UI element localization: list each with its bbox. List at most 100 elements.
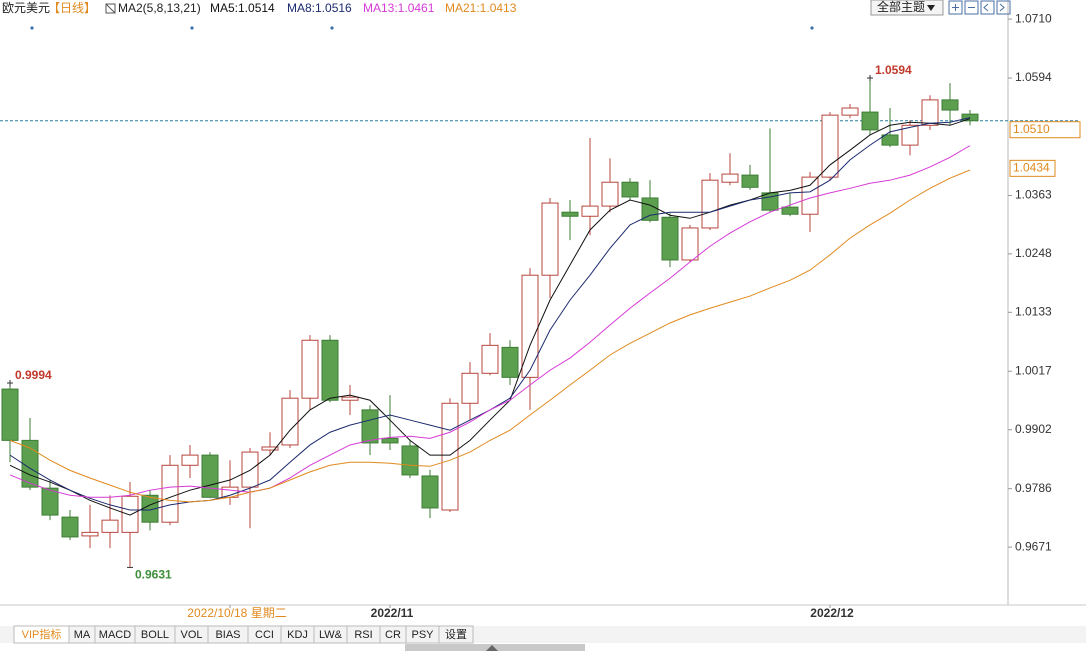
toolbar-tab[interactable]: KDJ xyxy=(280,625,315,644)
ma-line xyxy=(9,145,971,498)
candle-body xyxy=(441,402,459,511)
candle-body xyxy=(701,179,719,229)
icon-left[interactable] xyxy=(980,0,995,15)
event-dots xyxy=(30,26,814,30)
candle-body xyxy=(561,211,579,217)
candle-body xyxy=(641,197,659,221)
toolbar-tab[interactable]: VIP指标 xyxy=(13,625,70,644)
toolbar-tab[interactable]: MACD xyxy=(94,625,136,644)
toolbar-tab[interactable]: CCI xyxy=(247,625,282,644)
high-marker xyxy=(867,75,873,82)
candle xyxy=(281,390,299,448)
indicator-label: MA2(5,8,13,21) xyxy=(118,1,201,15)
candle-body xyxy=(361,409,379,444)
candle xyxy=(741,164,759,190)
tab-label: CCI xyxy=(255,629,274,641)
tab-label: 设置 xyxy=(445,628,467,641)
candle-body xyxy=(61,516,79,538)
candle xyxy=(201,452,219,499)
candle-body xyxy=(481,344,499,374)
event-dot xyxy=(810,26,814,30)
icon-zoom-out[interactable] xyxy=(964,0,979,15)
icon-zoom-in[interactable] xyxy=(948,0,963,15)
y-tick-label: 1.0710 xyxy=(1015,11,1052,25)
candle-body xyxy=(861,111,879,131)
candle xyxy=(421,469,439,519)
y-tick-label: 1.0363 xyxy=(1015,188,1052,202)
high-label: 0.9994 xyxy=(15,368,52,382)
candle xyxy=(941,83,959,126)
candle-body xyxy=(781,206,799,215)
candle xyxy=(621,178,639,200)
legend-entry: MA5:1.0514 xyxy=(210,1,275,15)
candle xyxy=(581,138,599,236)
y-tick-label: 1.0017 xyxy=(1015,363,1052,377)
candle xyxy=(881,108,899,148)
candle-body xyxy=(181,454,199,466)
candle-body xyxy=(261,446,279,451)
theme-button[interactable]: 全部主题 xyxy=(870,0,944,16)
candle xyxy=(301,335,319,410)
indicator-icon[interactable] xyxy=(105,3,116,14)
candle-body xyxy=(461,372,479,404)
candle xyxy=(561,200,579,241)
candle-body xyxy=(541,202,559,276)
toolbar-tab[interactable]: RSI xyxy=(346,625,381,644)
toolbar-tab[interactable]: 设置 xyxy=(438,625,474,644)
tab-label: MA xyxy=(74,629,91,641)
tab-box xyxy=(438,625,474,644)
candle-body xyxy=(841,107,859,116)
candle-body xyxy=(81,531,99,537)
scrollbar-thumb[interactable] xyxy=(405,644,585,651)
candle xyxy=(81,504,99,549)
candle-body xyxy=(401,445,419,476)
indicator-icon-mark xyxy=(105,3,116,14)
toolbar-tab[interactable]: CR xyxy=(379,625,407,644)
y-tick-label: 0.9671 xyxy=(1015,539,1052,553)
candle xyxy=(161,455,179,526)
candle-body xyxy=(901,124,919,146)
high-label: 1.0594 xyxy=(875,63,912,77)
candle-body xyxy=(1,388,19,441)
candle xyxy=(361,405,379,456)
toolbar-tab[interactable]: BIAS xyxy=(207,625,249,644)
candle-body xyxy=(621,181,639,198)
toolbar-tab[interactable]: MA xyxy=(68,625,96,644)
tab-label: LW& xyxy=(319,629,343,641)
candle xyxy=(381,395,399,451)
candle-body xyxy=(821,114,839,178)
tab-label: CR xyxy=(385,629,401,641)
candle-body xyxy=(661,216,679,261)
tab-label: BOLL xyxy=(141,629,169,641)
candle-body xyxy=(41,487,59,516)
y-tick-label: 1.0594 xyxy=(1015,70,1052,84)
chart-title: 欧元美元 xyxy=(2,1,50,15)
theme-button-box[interactable] xyxy=(870,0,944,16)
candle-body xyxy=(21,439,39,488)
ma-line xyxy=(9,169,971,503)
x-tick-label: 2022/10/18 星期二 xyxy=(187,606,286,620)
toolbar-tab[interactable]: VOL xyxy=(174,625,209,644)
candle xyxy=(701,173,719,230)
candle xyxy=(341,384,359,415)
candle-body xyxy=(741,174,759,188)
candle-body xyxy=(381,437,399,444)
event-dot xyxy=(190,26,194,30)
x-tick-label: 2022/11 xyxy=(371,606,414,620)
candle xyxy=(121,482,139,568)
event-dot xyxy=(330,26,334,30)
high-marker xyxy=(7,379,13,386)
last-price-tag xyxy=(1009,121,1081,139)
legend-entry: MA8:1.0516 xyxy=(287,1,352,15)
tab-label: PSY xyxy=(411,629,434,641)
icon-right[interactable] xyxy=(996,0,1011,15)
candle xyxy=(401,439,419,478)
icon-glyphs xyxy=(952,3,1005,12)
candle xyxy=(61,510,79,540)
toolbar-tab[interactable]: LW& xyxy=(313,625,348,644)
x-tick-label: 2022/12 xyxy=(810,606,854,620)
toolbar-tab[interactable]: PSY xyxy=(405,625,440,644)
toolbar-tab[interactable]: BOLL xyxy=(134,625,176,644)
candle xyxy=(601,158,619,213)
